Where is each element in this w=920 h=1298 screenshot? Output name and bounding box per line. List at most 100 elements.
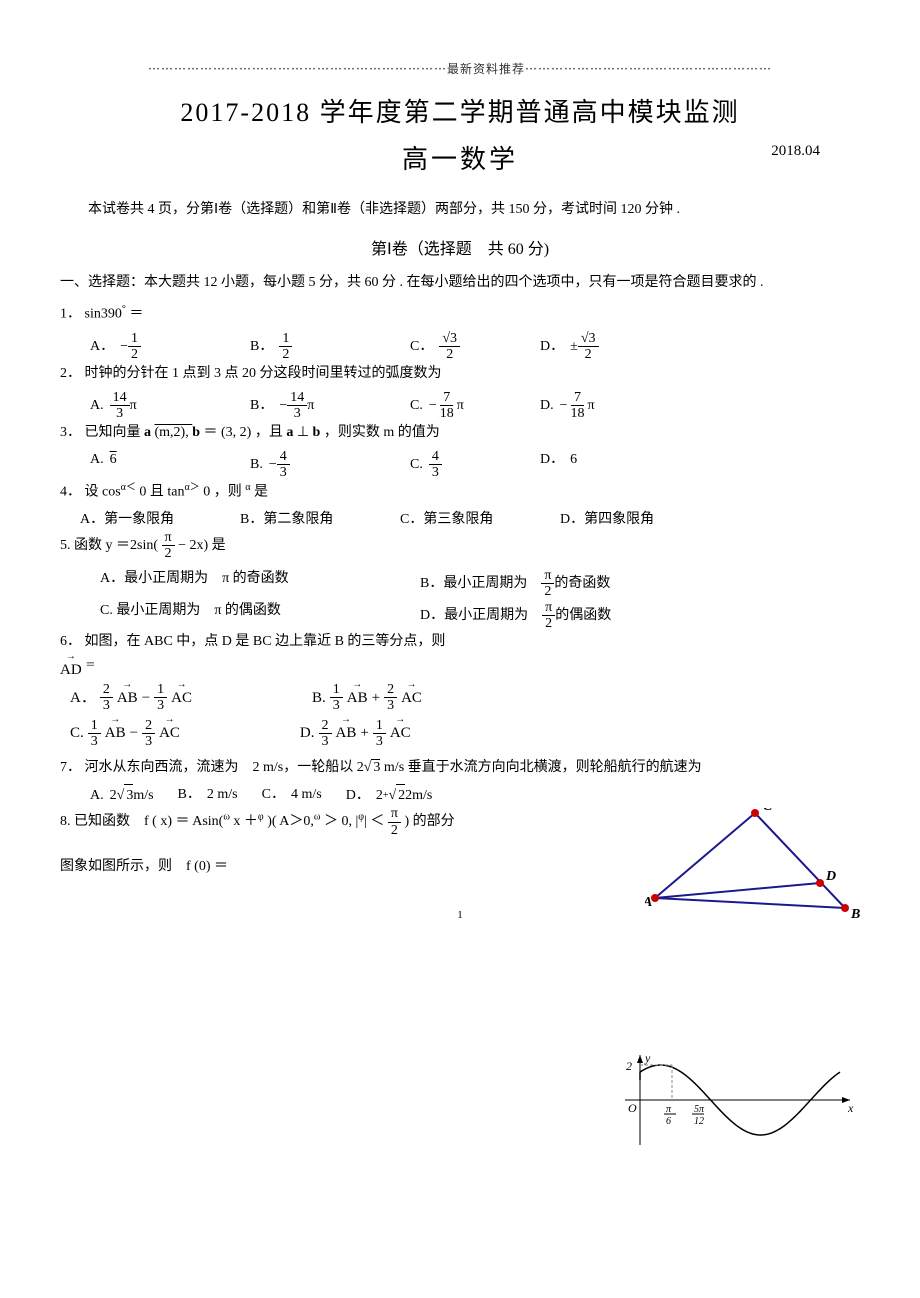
q7-num: 7． <box>60 760 81 775</box>
q6-b-ac: AC <box>401 687 422 710</box>
svg-text:2: 2 <box>626 1059 632 1073</box>
q1-b-label: B． <box>250 336 273 357</box>
q2-choice-b: B． − 143 π <box>250 390 410 422</box>
q7-d-v1: 2 <box>376 785 383 806</box>
q2-c-label: C. <box>410 395 423 416</box>
q5-text2: − 2x) 是 <box>178 538 226 553</box>
q5-choices-row1: A．最小正周期为 π 的奇函数 B．最小正周期为 π2 的奇函数 <box>60 568 860 600</box>
q8-text2: x ＋ <box>233 815 258 830</box>
q4-num: 4． <box>60 485 81 500</box>
q2-a-label: A. <box>90 395 104 416</box>
q5-choices-row2: C. 最小正周期为 π 的偶函数 D．最小正周期为 π2 的偶函数 <box>60 600 860 632</box>
subtitle: 高一数学 <box>402 140 518 179</box>
intro-text: 本试卷共 4 页，分第Ⅰ卷（选择题）和第Ⅱ卷（非选择题）两部分，共 150 分，… <box>60 199 860 220</box>
abs-icon: | <box>364 815 367 830</box>
q2-b-den: 3 <box>291 406 304 421</box>
q4-lt: ＜ <box>126 482 136 493</box>
q5-den: 2 <box>162 546 175 561</box>
q5-d-text: D．最小正周期为 <box>420 605 542 626</box>
svg-text:C: C <box>763 808 773 814</box>
q6-c-ab: AB <box>105 722 126 745</box>
q1-d-num: 3 <box>589 331 596 346</box>
q8-text6: 图象如图所示，则 f (0) ＝ <box>60 859 228 874</box>
q6-d-d1: 3 <box>319 734 332 749</box>
q2-b-pi: π <box>307 395 314 416</box>
q5-d-pi: π <box>542 600 555 616</box>
q3-b-sign: − <box>269 454 277 475</box>
q6-d-op: + <box>360 722 368 745</box>
sqrt-icon: √ <box>581 331 589 346</box>
q3-text2: ，则实数 m 的值为 <box>324 425 440 440</box>
q6-a-c2: 1 <box>154 682 167 698</box>
q3-choice-a: A. 6 <box>90 449 250 470</box>
q1-b-den: 2 <box>279 347 292 362</box>
q6-choice-b: B. 13 AB + 23 AC <box>312 682 422 714</box>
q6-c-c2: 2 <box>142 718 155 734</box>
q1-choice-b: B． 12 <box>250 331 410 363</box>
q2-c-pi: π <box>457 395 464 416</box>
q2-choice-a: A. 143 π <box>90 390 250 422</box>
question-2: 2． 时钟的分针在 1 点到 3 点 20 分这段时间里转过的弧度数为 <box>60 363 860 384</box>
q2-choice-c: C. − 718 π <box>410 390 540 422</box>
q2-d-sign: − <box>560 395 568 416</box>
q6-choice-a: A． 23 AB − 13 AC <box>70 682 192 714</box>
q5-d-text2: 的偶函数 <box>555 605 611 626</box>
q6-c-d1: 3 <box>88 734 101 749</box>
q7-choice-a: A. 2√3 m/s <box>90 784 154 806</box>
svg-text:x: x <box>847 1101 854 1115</box>
q6-num: 6． <box>60 634 81 649</box>
q1-b-num: 1 <box>279 331 292 347</box>
q2-b-sign: − <box>279 395 287 416</box>
q8-omega2: ω <box>314 812 321 823</box>
q6-c-c1: 1 <box>88 718 101 734</box>
q3-c-num: 4 <box>429 449 442 465</box>
q4-choice-c: C．第三象限角 <box>400 509 560 530</box>
q2-d-den: 18 <box>568 406 588 421</box>
q2-a-num: 14 <box>110 390 130 406</box>
svg-text:5π: 5π <box>694 1104 705 1115</box>
q3-choice-d: D． 6 <box>540 449 700 470</box>
q5-choice-a: A．最小正周期为 π 的奇函数 <box>100 568 420 589</box>
q6-d-d2: 3 <box>373 734 386 749</box>
q3-c-den: 3 <box>429 465 442 480</box>
triangle-figure: ABCD <box>645 808 860 923</box>
q2-d-num: 7 <box>571 390 584 406</box>
q3-choices: A. 6 B. − 43 C. 43 D． 6 <box>60 449 860 481</box>
q2-c-den: 18 <box>437 406 457 421</box>
q3-text1: 已知向量 <box>85 425 145 440</box>
q3-c-label: C. <box>410 454 423 475</box>
q7-a-v1: 2 <box>110 785 117 806</box>
q6-d-c2: 1 <box>373 718 386 734</box>
q6-b-c1: 1 <box>330 682 343 698</box>
q6-b-label: B. <box>312 687 326 710</box>
q8-text3: )( A＞0, <box>267 815 314 830</box>
q2-c-sign: − <box>429 395 437 416</box>
svg-text:12: 12 <box>694 1116 704 1127</box>
q1-choices: A． − 12 B． 12 C． √32 D． ± √32 <box>60 331 860 363</box>
q6-a-op: − <box>142 687 150 710</box>
q6-a-ac: AC <box>171 687 192 710</box>
q2-choices: A. 143 π B． − 143 π C. − 718 π D. − 718 … <box>60 390 860 422</box>
q1-choice-a: A． − 12 <box>90 331 250 363</box>
q3-choice-c: C. 43 <box>410 449 540 481</box>
q1-choice-c: C． √32 <box>410 331 540 363</box>
q5-choice-c: C. 最小正周期为 π 的偶函数 <box>100 600 420 621</box>
q5-b-text2: 的奇函数 <box>554 573 610 594</box>
q1-c-label: C． <box>410 336 433 357</box>
q3-choice-b: B. − 43 <box>250 449 410 481</box>
q8-text5: ) 的部分 <box>404 815 454 830</box>
q2-c-num: 7 <box>440 390 453 406</box>
svg-text:O: O <box>628 1101 637 1115</box>
svg-text:y: y <box>644 1051 651 1065</box>
q6-a-label: A． <box>70 687 96 710</box>
q1-text: sin390 <box>85 307 122 322</box>
q6-text: 如图，在 ABC 中，点 D 是 BC 边上靠近 B 的三等分点，则 <box>85 634 446 649</box>
q1-eq: ＝ <box>129 307 143 322</box>
q4-gt: ＞ <box>190 482 200 493</box>
q6-ad: AD <box>60 659 82 682</box>
q6-choices-row1: A． 23 AB − 13 AC B. 13 AB + 23 AC <box>60 682 860 714</box>
q6-a-ab: AB <box>117 687 138 710</box>
q2-a-pi: π <box>130 395 137 416</box>
q3-d-label: D． <box>540 449 564 470</box>
q3-b-den: 3 <box>277 465 290 480</box>
